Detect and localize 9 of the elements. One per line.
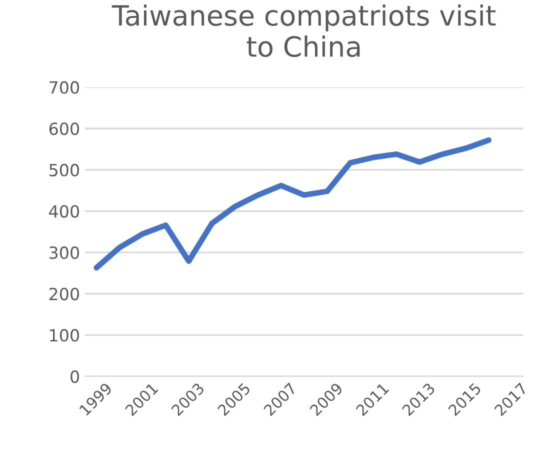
y-tick-label: 600	[49, 122, 79, 136]
y-tick-label: 300	[50, 246, 79, 260]
y-tick-label: 700	[50, 81, 79, 94]
y-tick-label: 0	[70, 370, 79, 383]
y-tick-label: 500	[50, 164, 79, 176]
y-tick-label: 100	[50, 329, 79, 342]
chart-title: Taiwanese compatriots visit to China	[112, 4, 496, 58]
y-tick-label: 200	[49, 288, 79, 300]
y-tick-label: 400	[49, 205, 79, 218]
